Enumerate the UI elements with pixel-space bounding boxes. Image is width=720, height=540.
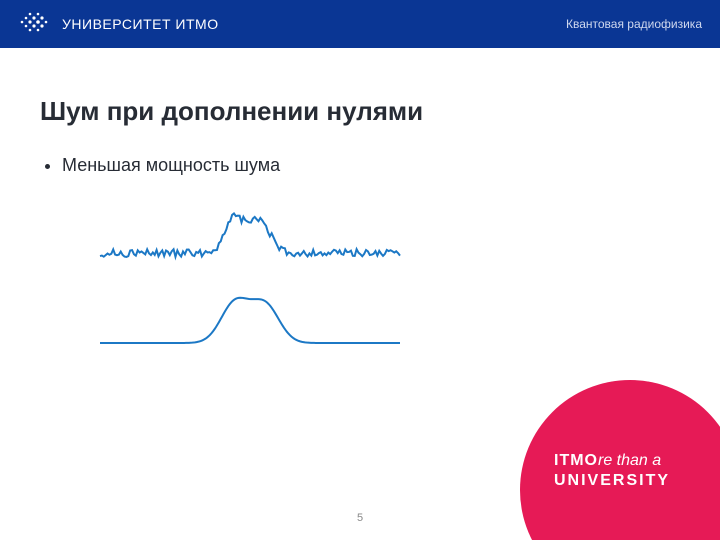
slide-content: Шум при дополнении нулями Меньшая мощнос…	[0, 48, 720, 540]
itmo-badge: ITMOre than a UNIVERSITY	[520, 380, 720, 540]
brand-label: УНИВЕРСИТЕТ ИТМО	[62, 16, 219, 32]
slide-header: УНИВЕРСИТЕТ ИТМО Квантовая радиофизика	[0, 0, 720, 48]
logo-dots-icon	[18, 8, 52, 41]
spectrum-chart	[90, 198, 680, 383]
page-number: 5	[357, 512, 363, 524]
bullet-item: Меньшая мощность шума	[62, 155, 680, 176]
bullet-list: Меньшая мощность шума	[40, 155, 680, 176]
badge-line1-thin: re than a	[598, 452, 661, 469]
header-tag: Квантовая радиофизика	[566, 17, 702, 31]
badge-line1: ITMOre than a	[554, 452, 661, 470]
brand: УНИВЕРСИТЕТ ИТМО	[18, 8, 219, 41]
badge-line1-bold: ITMO	[554, 452, 598, 469]
badge-line2: UNIVERSITY	[554, 472, 670, 490]
slide-title: Шум при дополнении нулями	[40, 96, 680, 127]
